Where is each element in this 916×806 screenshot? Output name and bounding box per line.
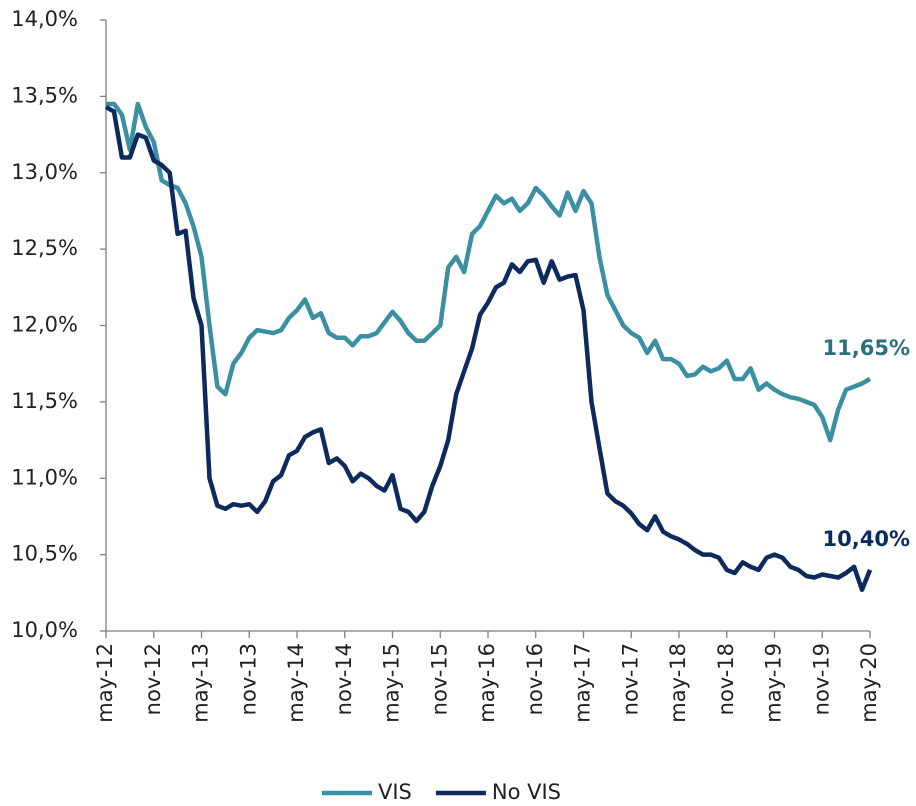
x-tick-label: may-16: [475, 643, 499, 723]
x-tick-label: may-13: [189, 643, 213, 723]
x-tick-label: may-12: [93, 643, 117, 723]
y-tick-label: 13,5%: [11, 83, 78, 107]
x-tick-label: nov-13: [236, 643, 260, 715]
series-line: [104, 105, 873, 593]
x-tick-label: nov-17: [618, 643, 642, 715]
x-tick-label: nov-12: [141, 643, 165, 715]
data-label: 10,40%: [823, 527, 910, 551]
data-label: 11,65%: [823, 336, 910, 360]
series-line: [106, 101, 872, 443]
x-tick-label: may-17: [571, 643, 595, 723]
x-tick-label: nov-19: [809, 643, 833, 715]
y-tick-label: 12,5%: [11, 236, 78, 260]
y-tick-label: 10,5%: [11, 542, 78, 566]
y-tick-label: 11,5%: [11, 389, 78, 413]
x-tick-label: may-20: [857, 643, 881, 723]
x-tick-label: nov-16: [523, 643, 547, 715]
x-tick-label: may-18: [666, 643, 690, 723]
x-tick-label: may-15: [380, 643, 404, 723]
x-tick-label: may-19: [762, 643, 786, 723]
y-tick-label: 11,0%: [11, 465, 78, 489]
y-tick-label: 14,0%: [11, 7, 78, 31]
legend-label: VIS: [378, 780, 412, 804]
x-tick-label: nov-18: [714, 643, 738, 715]
x-tick-label: nov-14: [332, 643, 356, 715]
y-tick-label: 12,0%: [11, 313, 78, 337]
y-tick-label: 10,0%: [11, 618, 78, 642]
x-tick-label: nov-15: [427, 643, 451, 715]
y-tick-label: 13,0%: [11, 160, 78, 184]
legend-label: No VIS: [492, 780, 561, 804]
x-tick-label: may-14: [284, 643, 308, 723]
